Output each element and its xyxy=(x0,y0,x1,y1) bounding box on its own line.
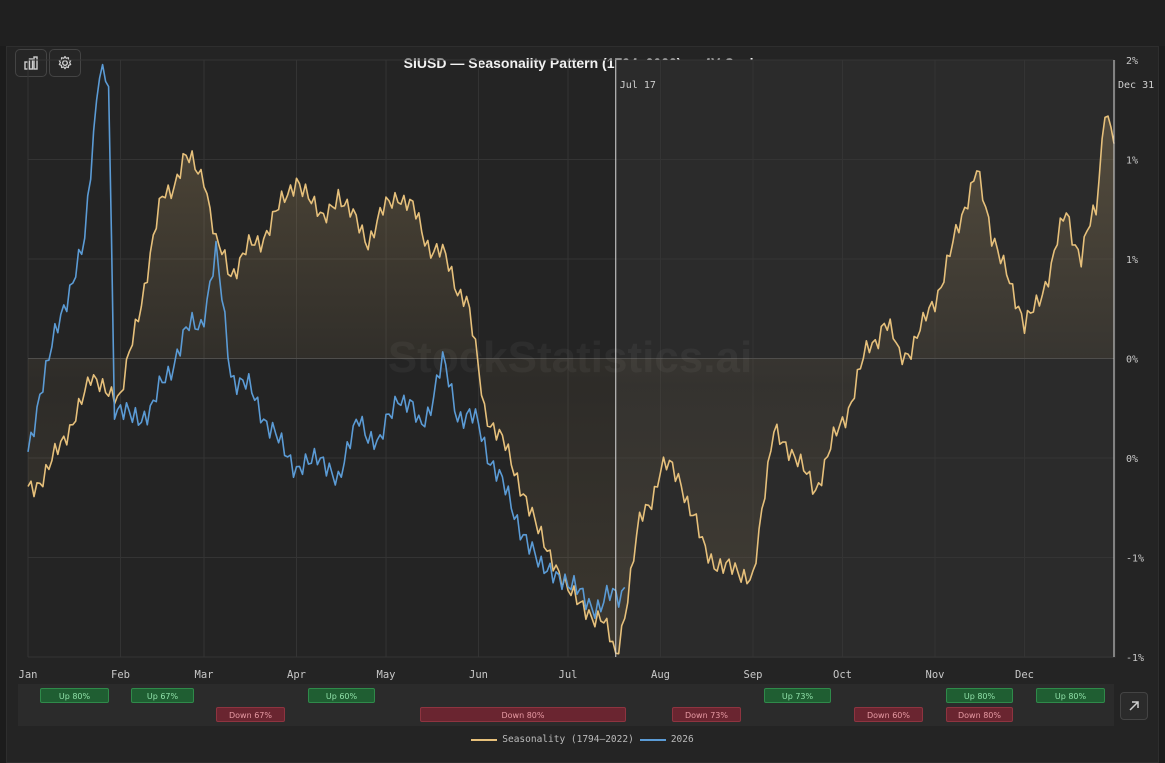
y-tick-label: 0% xyxy=(1126,355,1138,366)
x-tick-label: Sep xyxy=(744,669,763,681)
y-tick-label: 2% xyxy=(1126,56,1138,67)
up-stat-badge: Up 73% xyxy=(764,688,831,703)
x-tick-label: Apr xyxy=(287,669,306,681)
bar-chart-icon xyxy=(24,56,38,70)
x-tick-label: Dec xyxy=(1015,669,1034,681)
up-stat-badge: Up 80% xyxy=(946,688,1013,703)
legend-swatch-2026 xyxy=(639,738,666,741)
series-line-seasonality xyxy=(27,115,1115,655)
expand-button[interactable] xyxy=(1120,692,1148,720)
x-tick-label: Feb xyxy=(111,669,130,681)
marker-label: Jul 17 xyxy=(620,80,656,91)
legend-item-2026[interactable]: 2026 xyxy=(639,734,694,745)
legend-label-2026: 2026 xyxy=(670,734,694,745)
x-tick-label: Aug xyxy=(651,669,670,681)
up-stat-badge: Up 80% xyxy=(1036,688,1105,703)
up-stat-badge: Up 80% xyxy=(40,688,109,703)
marker-label: Dec 31 xyxy=(1118,80,1154,91)
y-tick-label: -1% xyxy=(1126,554,1144,565)
legend-item-seasonality[interactable]: Seasonality (1794–2022) xyxy=(471,734,634,745)
x-tick-label: Jul xyxy=(559,669,578,681)
legend-swatch-seasonality xyxy=(471,738,498,741)
x-tick-label: Jun xyxy=(469,669,488,681)
x-tick-label: Nov xyxy=(926,669,945,681)
chart-legend: Seasonality (1794–2022) 2026 xyxy=(0,734,1165,745)
down-stat-badge: Down 67% xyxy=(216,707,285,722)
y-tick-label: -1% xyxy=(1126,653,1144,664)
down-stat-badge: Down 60% xyxy=(854,707,923,722)
down-stat-badge: Down 80% xyxy=(420,707,626,722)
chart-type-button[interactable] xyxy=(15,49,47,77)
x-tick-label: Mar xyxy=(195,669,214,681)
y-tick-label: 0% xyxy=(1126,454,1138,465)
up-stat-badge: Up 60% xyxy=(308,688,375,703)
x-tick-label: Oct xyxy=(833,669,852,681)
series-line-2026 xyxy=(27,63,626,619)
legend-label-seasonality: Seasonality (1794–2022) xyxy=(502,734,634,745)
up-stat-badge: Up 67% xyxy=(131,688,194,703)
down-stat-badge: Down 73% xyxy=(672,707,741,722)
y-tick-label: 1% xyxy=(1126,255,1138,266)
down-stat-badge: Down 80% xyxy=(946,707,1013,722)
y-tick-label: 1% xyxy=(1126,156,1138,167)
series-area-seasonality xyxy=(28,116,1114,654)
x-tick-label: May xyxy=(377,669,396,681)
x-tick-label: Jan xyxy=(19,669,38,681)
expand-arrow-icon xyxy=(1129,701,1139,711)
top-band xyxy=(0,0,1165,46)
